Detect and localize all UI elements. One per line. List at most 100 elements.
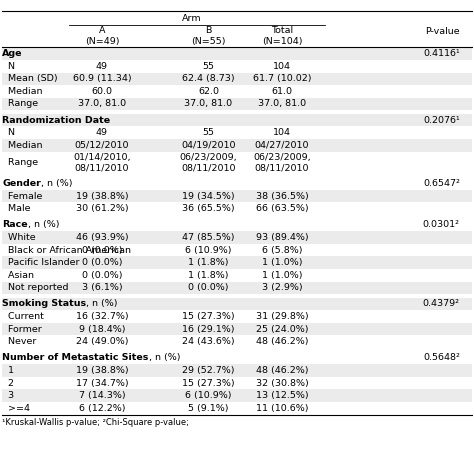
Text: 9 (18.4%): 9 (18.4%) (79, 324, 125, 333)
Text: 3 (2.9%): 3 (2.9%) (262, 284, 302, 292)
Text: 0.5648²: 0.5648² (423, 353, 460, 362)
Text: 3: 3 (2, 391, 15, 400)
Text: 6 (10.9%): 6 (10.9%) (185, 246, 232, 255)
Text: 6 (5.8%): 6 (5.8%) (262, 246, 302, 255)
Text: 6 (12.2%): 6 (12.2%) (79, 404, 125, 413)
Bar (2, 190, 472, 203)
Text: Current: Current (2, 312, 44, 321)
Text: B: B (205, 26, 212, 35)
Text: 60.0: 60.0 (91, 87, 112, 96)
Text: 0.0301²: 0.0301² (423, 220, 460, 230)
Text: , n (%): , n (%) (41, 179, 73, 188)
Text: 0 (0.0%): 0 (0.0%) (82, 258, 122, 267)
Bar (2, 335, 472, 348)
Text: Total: Total (271, 26, 293, 35)
Text: Female: Female (2, 192, 43, 201)
Text: Former: Former (2, 324, 42, 333)
Text: Arm: Arm (182, 14, 202, 23)
Text: Median: Median (2, 141, 43, 150)
Text: 31 (29.8%): 31 (29.8%) (255, 312, 309, 321)
Text: 17 (34.7%): 17 (34.7%) (75, 378, 128, 387)
Text: 61.0: 61.0 (272, 87, 292, 96)
Text: 2: 2 (2, 378, 14, 387)
Text: , n (%): , n (%) (149, 353, 180, 362)
Bar (2, 60, 472, 72)
Bar (2, 85, 472, 98)
Bar (2, 219, 472, 231)
Text: 3 (6.1%): 3 (6.1%) (82, 284, 122, 292)
Text: 30 (61.2%): 30 (61.2%) (75, 204, 128, 213)
Text: 0 (0.0%): 0 (0.0%) (82, 271, 122, 280)
Text: 24 (49.0%): 24 (49.0%) (76, 337, 128, 346)
Text: Pacific Islander: Pacific Islander (2, 258, 80, 267)
Text: 60.9 (11.34): 60.9 (11.34) (73, 74, 131, 83)
Bar (2, 282, 472, 294)
Text: Range: Range (2, 158, 38, 167)
Text: 37.0, 81.0: 37.0, 81.0 (258, 99, 306, 108)
Text: 24 (43.6%): 24 (43.6%) (182, 337, 235, 346)
Text: 11 (10.6%): 11 (10.6%) (256, 404, 308, 413)
Bar (2, 177, 472, 190)
Text: 48 (46.2%): 48 (46.2%) (256, 366, 308, 375)
Text: 05/12/2010: 05/12/2010 (75, 141, 129, 150)
Bar (2, 402, 472, 414)
Bar (2, 114, 472, 126)
Text: 47 (85.5%): 47 (85.5%) (182, 233, 235, 242)
Text: 06/23/2009,
08/11/2010: 06/23/2009, 08/11/2010 (180, 153, 237, 172)
Text: 06/23/2009,
08/11/2010: 06/23/2009, 08/11/2010 (253, 153, 311, 172)
Text: 49: 49 (96, 128, 108, 137)
Bar (2, 256, 472, 269)
Text: , n (%): , n (%) (28, 220, 60, 230)
Text: 16 (29.1%): 16 (29.1%) (182, 324, 235, 333)
Text: 19 (34.5%): 19 (34.5%) (182, 192, 235, 201)
Bar (2, 72, 472, 85)
Bar (2, 269, 472, 282)
Text: 36 (65.5%): 36 (65.5%) (182, 204, 235, 213)
Text: 49: 49 (96, 62, 108, 71)
Text: (N=49): (N=49) (85, 37, 119, 46)
Text: 13 (12.5%): 13 (12.5%) (255, 391, 309, 400)
Text: 0.2076¹: 0.2076¹ (423, 116, 460, 125)
Text: Randomization Date: Randomization Date (2, 116, 110, 125)
Text: 66 (63.5%): 66 (63.5%) (255, 204, 309, 213)
Text: 16 (32.7%): 16 (32.7%) (75, 312, 128, 321)
Text: Age: Age (2, 49, 23, 58)
Bar (2, 310, 472, 323)
Text: 32 (30.8%): 32 (30.8%) (255, 378, 309, 387)
Text: Male: Male (2, 204, 31, 213)
Text: 104: 104 (273, 128, 291, 137)
Text: 55: 55 (202, 128, 215, 137)
Text: A: A (99, 26, 105, 35)
Text: 04/27/2010: 04/27/2010 (255, 141, 309, 150)
Text: (N=55): (N=55) (191, 37, 226, 46)
Bar (2, 389, 472, 402)
Text: 62.0: 62.0 (198, 87, 219, 96)
Text: 15 (27.3%): 15 (27.3%) (182, 312, 235, 321)
Text: >=4: >=4 (2, 404, 30, 413)
Text: Never: Never (2, 337, 37, 346)
Text: Black or African American: Black or African American (2, 246, 131, 255)
Text: 93 (89.4%): 93 (89.4%) (255, 233, 309, 242)
Text: 6 (10.9%): 6 (10.9%) (185, 391, 232, 400)
Bar (2, 298, 472, 310)
Text: 15 (27.3%): 15 (27.3%) (182, 378, 235, 387)
Text: 5 (9.1%): 5 (9.1%) (188, 404, 229, 413)
Text: N: N (2, 128, 15, 137)
Bar (2, 98, 472, 110)
Text: Gender: Gender (2, 179, 41, 188)
Text: 1 (1.8%): 1 (1.8%) (188, 271, 229, 280)
Text: 19 (38.8%): 19 (38.8%) (75, 192, 128, 201)
Bar (2, 244, 472, 256)
Text: 19 (38.8%): 19 (38.8%) (75, 366, 128, 375)
Bar (2, 364, 472, 377)
Text: 48 (46.2%): 48 (46.2%) (256, 337, 308, 346)
Text: Not reported: Not reported (2, 284, 69, 292)
Text: 0 (0.0%): 0 (0.0%) (82, 246, 122, 255)
Text: 29 (52.7%): 29 (52.7%) (182, 366, 235, 375)
Bar (2, 231, 472, 244)
Text: 1 (1.0%): 1 (1.0%) (262, 258, 302, 267)
Text: 25 (24.0%): 25 (24.0%) (256, 324, 308, 333)
Text: 0.6547²: 0.6547² (423, 179, 460, 188)
Text: Mean (SD): Mean (SD) (2, 74, 58, 83)
Text: Smoking Status: Smoking Status (2, 300, 86, 309)
